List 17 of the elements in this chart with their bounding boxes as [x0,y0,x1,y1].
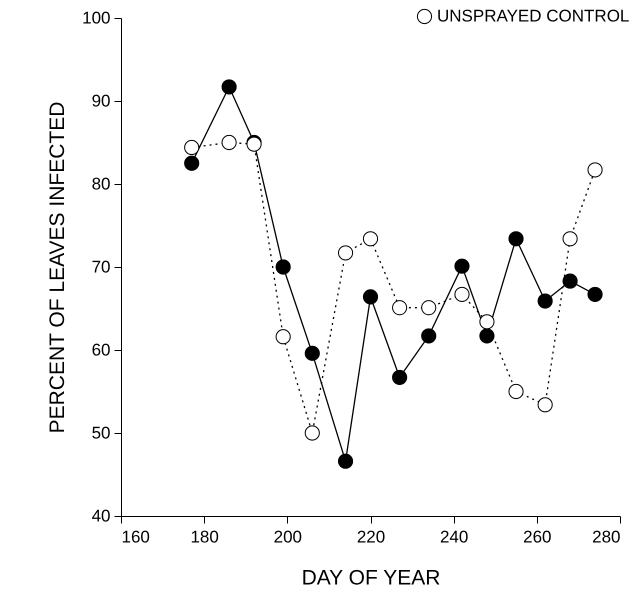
x-tick-label: 160 [122,528,150,546]
y-tick-label: 100 [82,8,110,28]
y-tick-label: 40 [92,506,110,526]
x-tick-label: 200 [274,528,302,546]
x-tick-label: 260 [523,528,552,546]
y-tick-label: 80 [92,174,110,194]
x-axis-title: DAY OF YEAR [302,566,440,590]
y-tick-label: 50 [92,424,110,442]
x-tick-label: 280 [592,528,620,546]
y-tick-label: 90 [92,92,110,110]
x-tick-label: 220 [356,528,386,546]
y-tick-label: 60 [92,340,110,360]
y-tick-label: 70 [92,258,110,276]
x-tick-label: 180 [190,528,219,546]
legend-label: UNSPRAYED CONTROL [437,6,630,26]
x-tick-label: 240 [440,528,468,546]
y-axis-title: PERCENT OF LEAVES INFECTED [46,102,70,434]
